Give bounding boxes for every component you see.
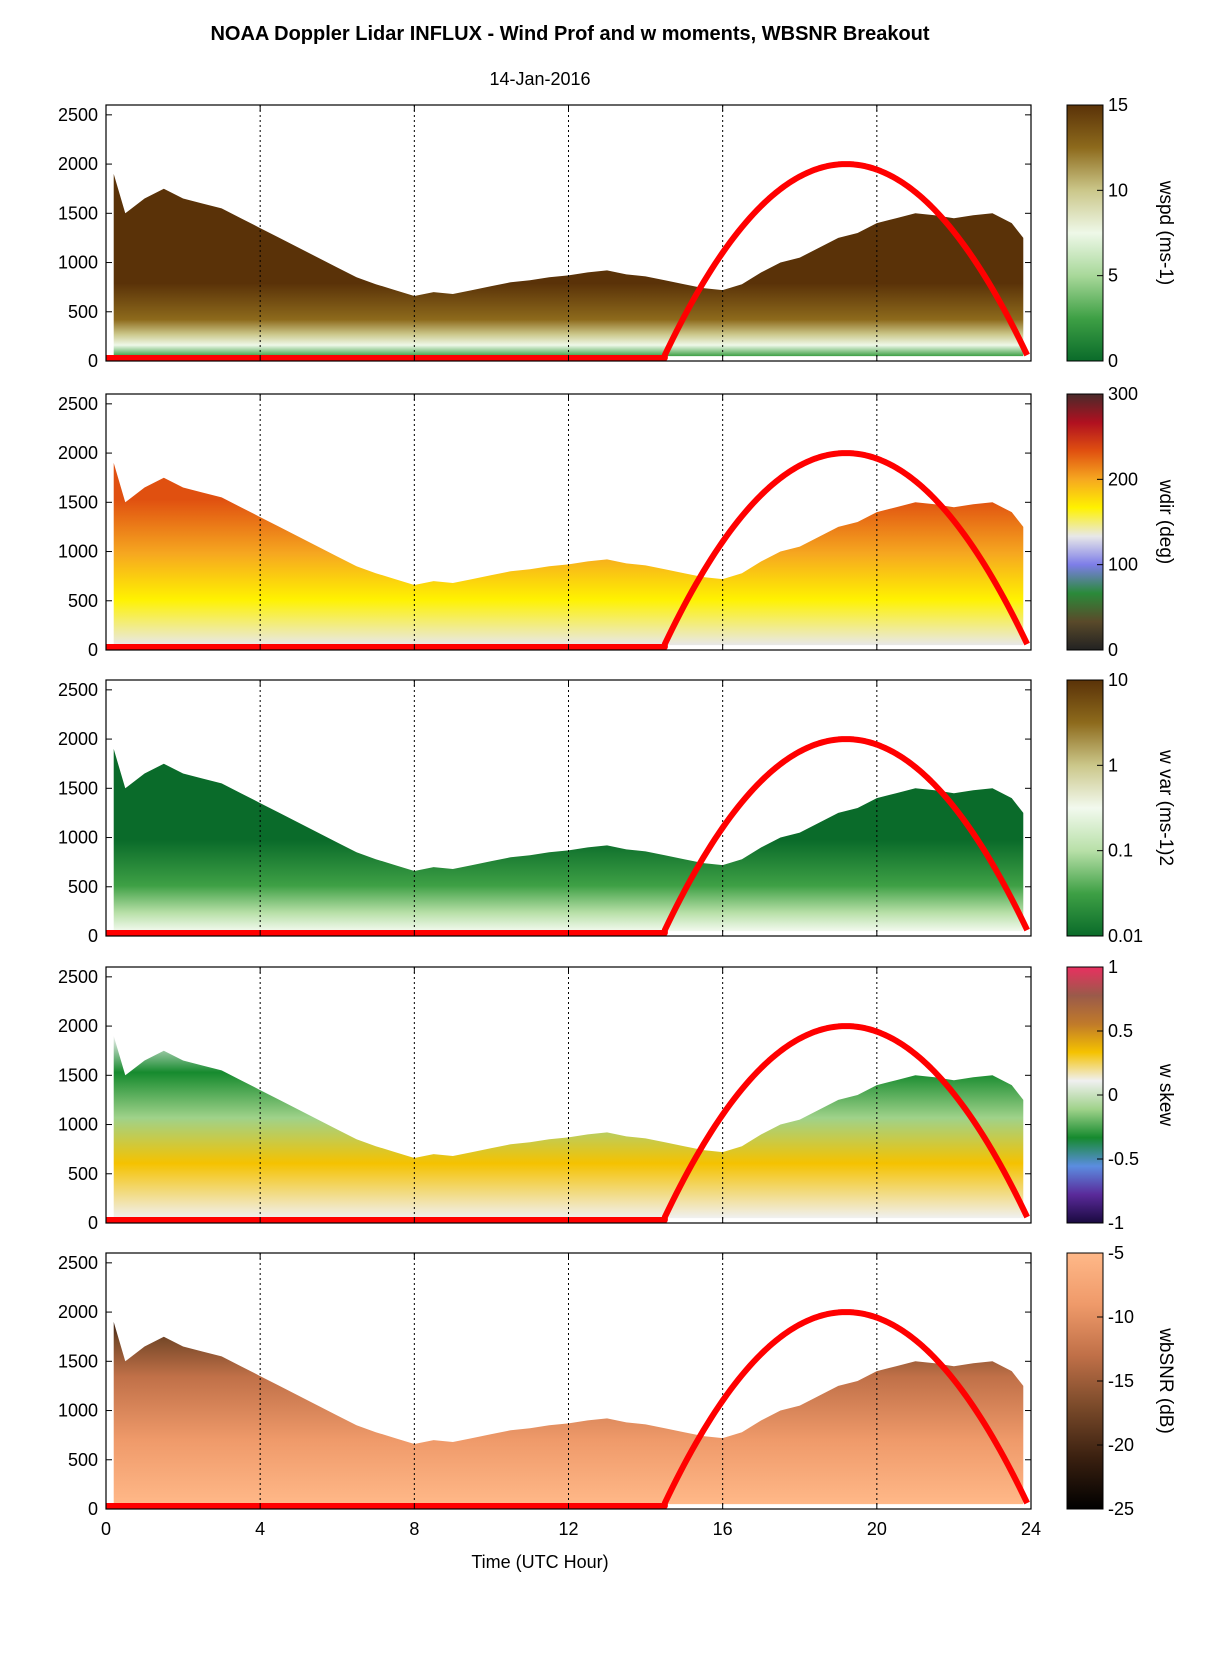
data-field xyxy=(113,462,1024,646)
y-tick-label: 0 xyxy=(88,1499,98,1519)
figure-title: NOAA Doppler Lidar INFLUX - Wind Prof an… xyxy=(210,23,929,45)
colorbar-tick-label: 5 xyxy=(1108,266,1118,286)
y-tick-label: 0 xyxy=(88,640,98,660)
colorbar-label: wdir (deg) xyxy=(1155,479,1176,564)
y-tick-label: 2000 xyxy=(58,154,98,174)
colorbar-tick-label: 0.01 xyxy=(1108,926,1143,946)
y-tick-label: 2500 xyxy=(58,105,98,125)
x-axis-label: Time (UTC Hour) xyxy=(471,1552,608,1572)
y-tick-label: 1000 xyxy=(58,1401,98,1421)
sun-elevation-curve xyxy=(106,161,1030,361)
colorbar-tick-label: 0 xyxy=(1108,640,1118,660)
x-tick-label: 20 xyxy=(867,1519,887,1539)
colorbar-label: w var (ms-1)2 xyxy=(1155,749,1176,866)
colorbar-tick-label: -25 xyxy=(1108,1499,1134,1519)
sun-elevation-curve xyxy=(106,1023,1030,1223)
colorbar-tick-label: -0.5 xyxy=(1108,1149,1139,1169)
colorbar-tick-label: -15 xyxy=(1108,1371,1134,1391)
y-tick-label: 0 xyxy=(88,926,98,946)
colorbar xyxy=(1066,104,1104,362)
y-tick-label: 2500 xyxy=(58,967,98,987)
data-field xyxy=(113,748,1024,932)
y-tick-label: 1000 xyxy=(58,253,98,273)
colorbar-tick-label: 200 xyxy=(1108,469,1138,489)
colorbar-label: wspd (ms-1) xyxy=(1155,180,1176,286)
y-tick-label: 1500 xyxy=(58,203,98,223)
sun-elevation-curve xyxy=(106,450,1030,650)
data-field xyxy=(113,1035,1024,1219)
x-tick-label: 4 xyxy=(255,1519,265,1539)
colorbar-tick-label: -1 xyxy=(1108,1213,1124,1233)
y-tick-label: 2000 xyxy=(58,1016,98,1036)
colorbar-tick-label: 0.5 xyxy=(1108,1021,1133,1041)
x-tick-label: 24 xyxy=(1021,1519,1041,1539)
y-tick-label: 1500 xyxy=(58,1351,98,1371)
y-tick-label: 2000 xyxy=(58,443,98,463)
y-tick-label: 0 xyxy=(88,1213,98,1233)
colorbar-tick-label: 0 xyxy=(1108,1085,1118,1105)
y-tick-label: 2500 xyxy=(58,1253,98,1273)
colorbar-tick-label: 15 xyxy=(1108,95,1128,115)
colorbar-tick-label: 10 xyxy=(1108,180,1128,200)
colorbar-tick-label: -10 xyxy=(1108,1307,1134,1327)
x-tick-label: 0 xyxy=(101,1519,111,1539)
colorbar-tick-label: 0 xyxy=(1108,351,1118,371)
y-tick-label: 2000 xyxy=(58,1302,98,1322)
y-tick-label: 1000 xyxy=(58,828,98,848)
y-tick-label: 0 xyxy=(88,351,98,371)
colorbar-tick-label: 10 xyxy=(1108,670,1128,690)
colorbar-label: w skew xyxy=(1155,1063,1176,1127)
y-tick-label: 2500 xyxy=(58,680,98,700)
y-tick-label: 1500 xyxy=(58,1065,98,1085)
colorbar-label: wbSNR (dB) xyxy=(1155,1327,1176,1434)
colorbar-tick-label: -20 xyxy=(1108,1435,1134,1455)
y-tick-label: 1000 xyxy=(58,1115,98,1135)
x-tick-label: 12 xyxy=(558,1519,578,1539)
panel-wbSNR: 0 500 1000 1500 2000 2500 0 4 8 12 16 20 24 -5 -10 -15 -… xyxy=(58,1243,1176,1539)
panel-w-skew: 0 500 1000 1500 2000 2500 1 0.5 0 -0.5 -1 w skew xyxy=(58,957,1176,1233)
colorbar-tick-label: 0.1 xyxy=(1108,841,1133,861)
y-tick-label: 1500 xyxy=(58,778,98,798)
colorbar xyxy=(1066,679,1104,937)
y-tick-label: 500 xyxy=(68,591,98,611)
y-tick-label: 2500 xyxy=(58,394,98,414)
colorbar-tick-label: -5 xyxy=(1108,1243,1124,1263)
panel-wspd: 0 500 1000 1500 2000 2500 15 10 5 0 wspd (ms-1) xyxy=(58,95,1176,371)
y-tick-label: 500 xyxy=(68,877,98,897)
sun-elevation-curve xyxy=(106,1309,1030,1509)
colorbar-tick-label: 100 xyxy=(1108,555,1138,575)
colorbar-tick-label: 1 xyxy=(1108,957,1118,977)
y-tick-label: 500 xyxy=(68,302,98,322)
colorbar xyxy=(1066,393,1104,651)
x-tick-label: 8 xyxy=(409,1519,419,1539)
colorbar-tick-label: 1 xyxy=(1108,755,1118,775)
panel-w-var: 0 500 1000 1500 2000 2500 10 1 0.1 0.01 w var (ms-… xyxy=(58,670,1176,946)
y-tick-label: 500 xyxy=(68,1450,98,1470)
figure-date: 14-Jan-2016 xyxy=(489,69,590,89)
y-tick-label: 1500 xyxy=(58,492,98,512)
x-tick-label: 16 xyxy=(713,1519,733,1539)
data-field xyxy=(113,173,1024,357)
data-field xyxy=(113,1321,1024,1505)
y-tick-label: 500 xyxy=(68,1164,98,1184)
y-tick-label: 1000 xyxy=(58,542,98,562)
sun-elevation-curve xyxy=(106,736,1030,936)
colorbar-tick-label: 300 xyxy=(1108,384,1138,404)
y-tick-label: 2000 xyxy=(58,729,98,749)
